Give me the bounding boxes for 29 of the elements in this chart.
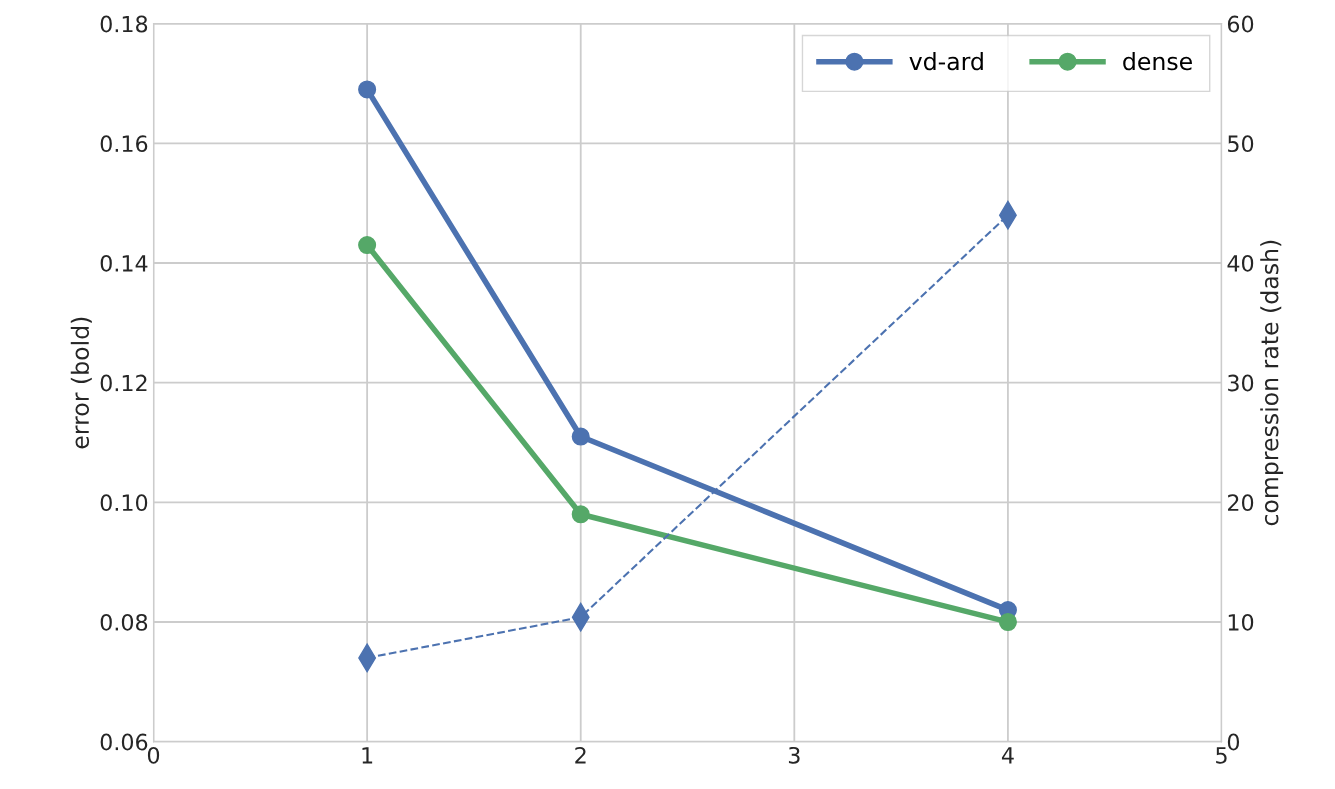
y-tick-label: 0.18 — [100, 15, 148, 33]
x-tick-label: 1 — [362, 747, 373, 764]
y-tick-label: 0.08 — [100, 613, 148, 631]
x-tick-label: 4 — [1001, 747, 1014, 764]
point — [998, 612, 1017, 632]
y-tick-label: 0.06 — [100, 733, 148, 751]
y-tick-label: 0.16 — [100, 135, 148, 153]
x-tick-label: 5 — [1216, 747, 1227, 764]
y-tick-label: 0.14 — [100, 254, 148, 272]
y2-axis-title: compression rate (dash) — [1260, 240, 1284, 526]
y-axis-title: error (bold) — [70, 317, 92, 449]
point — [571, 427, 590, 446]
x-tick-label: 0 — [147, 746, 160, 764]
x-tick-label: 2 — [575, 746, 586, 764]
y2-tick-label: 40 — [1227, 254, 1254, 272]
y2-tick-label: 0 — [1227, 733, 1240, 751]
y2-tick-label: 30 — [1228, 374, 1254, 392]
point — [571, 505, 590, 524]
y-tick-label: 0.10 — [100, 494, 148, 512]
y2-tick-label: 20 — [1228, 494, 1254, 512]
y2-tick-label: 50 — [1228, 135, 1254, 153]
y2-tick-label: 10 — [1228, 613, 1254, 631]
point — [358, 80, 377, 99]
legend-label: vd-ard — [909, 52, 983, 71]
point — [358, 236, 377, 255]
y2-tick-label: 60 — [1227, 15, 1254, 33]
y-tick-label: 0.12 — [100, 374, 147, 392]
legend-label: dense — [1123, 52, 1192, 71]
x-tick-label: 3 — [788, 746, 800, 764]
